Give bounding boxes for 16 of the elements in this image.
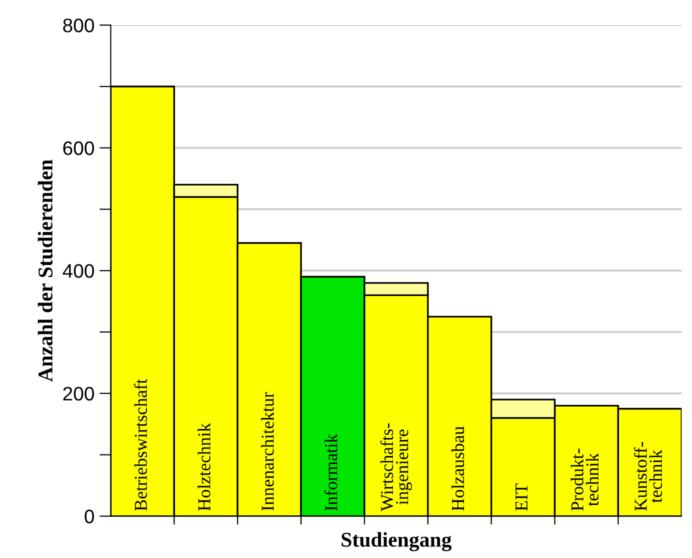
x-tick-label: Betriebswirtschaft bbox=[134, 378, 147, 511]
x-tick-label: Informatik bbox=[324, 434, 338, 511]
y-tick-label: 200 bbox=[63, 386, 94, 401]
x-tick-label: Holztechnik bbox=[198, 423, 210, 511]
y-tick-label: 400 bbox=[62, 264, 94, 278]
y-axis-title: Anzahl der Studierenden bbox=[38, 160, 53, 382]
x-tick-label: Innenarchitektur bbox=[261, 392, 274, 511]
y-tick-label: 600 bbox=[63, 141, 94, 156]
x-tick-label: Wirtschafts- ingenieure bbox=[380, 423, 412, 512]
x-tick-label: EIT bbox=[516, 483, 528, 511]
x-tick-label: Produkt- technik bbox=[570, 448, 599, 511]
x-axis-title: Studiengang bbox=[342, 532, 452, 552]
x-tick-label: Holzausbau bbox=[451, 426, 464, 511]
y-tick-label: 800 bbox=[63, 18, 94, 32]
y-tick-label: 0 bbox=[84, 510, 94, 524]
x-tick-label: Kunstoff- technik bbox=[634, 442, 662, 511]
